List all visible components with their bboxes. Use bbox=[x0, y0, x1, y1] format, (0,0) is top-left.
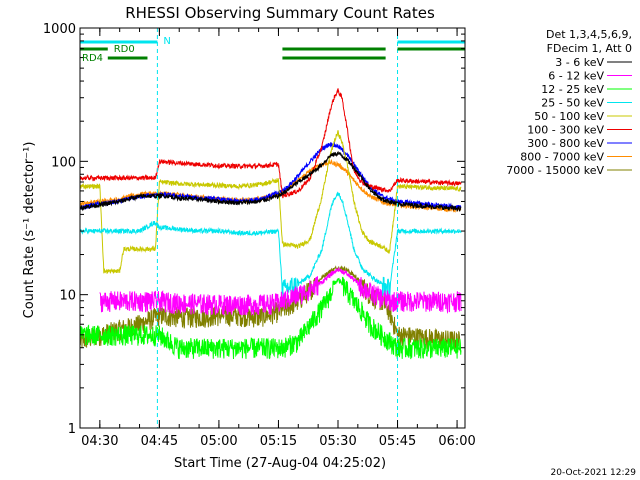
legend-label: 3 - 6 keV bbox=[555, 56, 604, 69]
x-tick-label: 04:30 bbox=[81, 434, 118, 449]
plot-frame bbox=[79, 27, 466, 429]
legend-label: 800 - 7000 keV bbox=[520, 151, 604, 164]
legend-label: 50 - 100 keV bbox=[534, 110, 604, 123]
y-axis-label: Count Rate (s⁻¹ detector⁻¹) bbox=[22, 142, 37, 319]
flag-label-n: N bbox=[163, 36, 170, 47]
legend-label: 6 - 12 keV bbox=[548, 70, 604, 83]
flag-label-rd4: RD4 bbox=[82, 53, 103, 64]
y-tick-label: 1 bbox=[68, 422, 76, 437]
x-axis-label: Start Time (27-Aug-04 04:25:02) bbox=[174, 456, 386, 471]
x-tick-label: 06:00 bbox=[438, 434, 475, 449]
x-tick-label: 05:00 bbox=[200, 434, 237, 449]
series-line-1 bbox=[99, 267, 462, 316]
x-tick-label: 04:45 bbox=[141, 434, 178, 449]
x-tick-label: 05:30 bbox=[319, 434, 356, 449]
y-tick-label: 100 bbox=[51, 155, 76, 170]
chart-title: RHESSI Observing Summary Count Rates bbox=[125, 4, 435, 22]
timestamp: 20-Oct-2021 12:29 bbox=[551, 468, 637, 478]
legend: Det 1,3,4,5,6,9, FDecim 1, Att 0 3 - 6 k… bbox=[506, 28, 632, 177]
series-line-3 bbox=[80, 191, 462, 301]
x-tick-label: 05:45 bbox=[379, 434, 416, 449]
legend-label: 300 - 800 keV bbox=[527, 137, 604, 150]
x-tick-label: 05:15 bbox=[260, 434, 297, 449]
legend-label: 7000 - 15000 keV bbox=[506, 164, 604, 177]
legend-label: 100 - 300 keV bbox=[527, 124, 604, 137]
legend-header-line: FDecim 1, Att 0 bbox=[547, 42, 632, 55]
y-tick-label: 10 bbox=[59, 289, 76, 304]
legend-header-line: Det 1,3,4,5,6,9, bbox=[546, 28, 632, 41]
legend-label: 12 - 25 keV bbox=[541, 83, 604, 96]
y-tick-label: 1000 bbox=[43, 22, 76, 37]
flag-label-rd0: RD0 bbox=[114, 44, 135, 55]
legend-label: 25 - 50 keV bbox=[541, 97, 604, 110]
